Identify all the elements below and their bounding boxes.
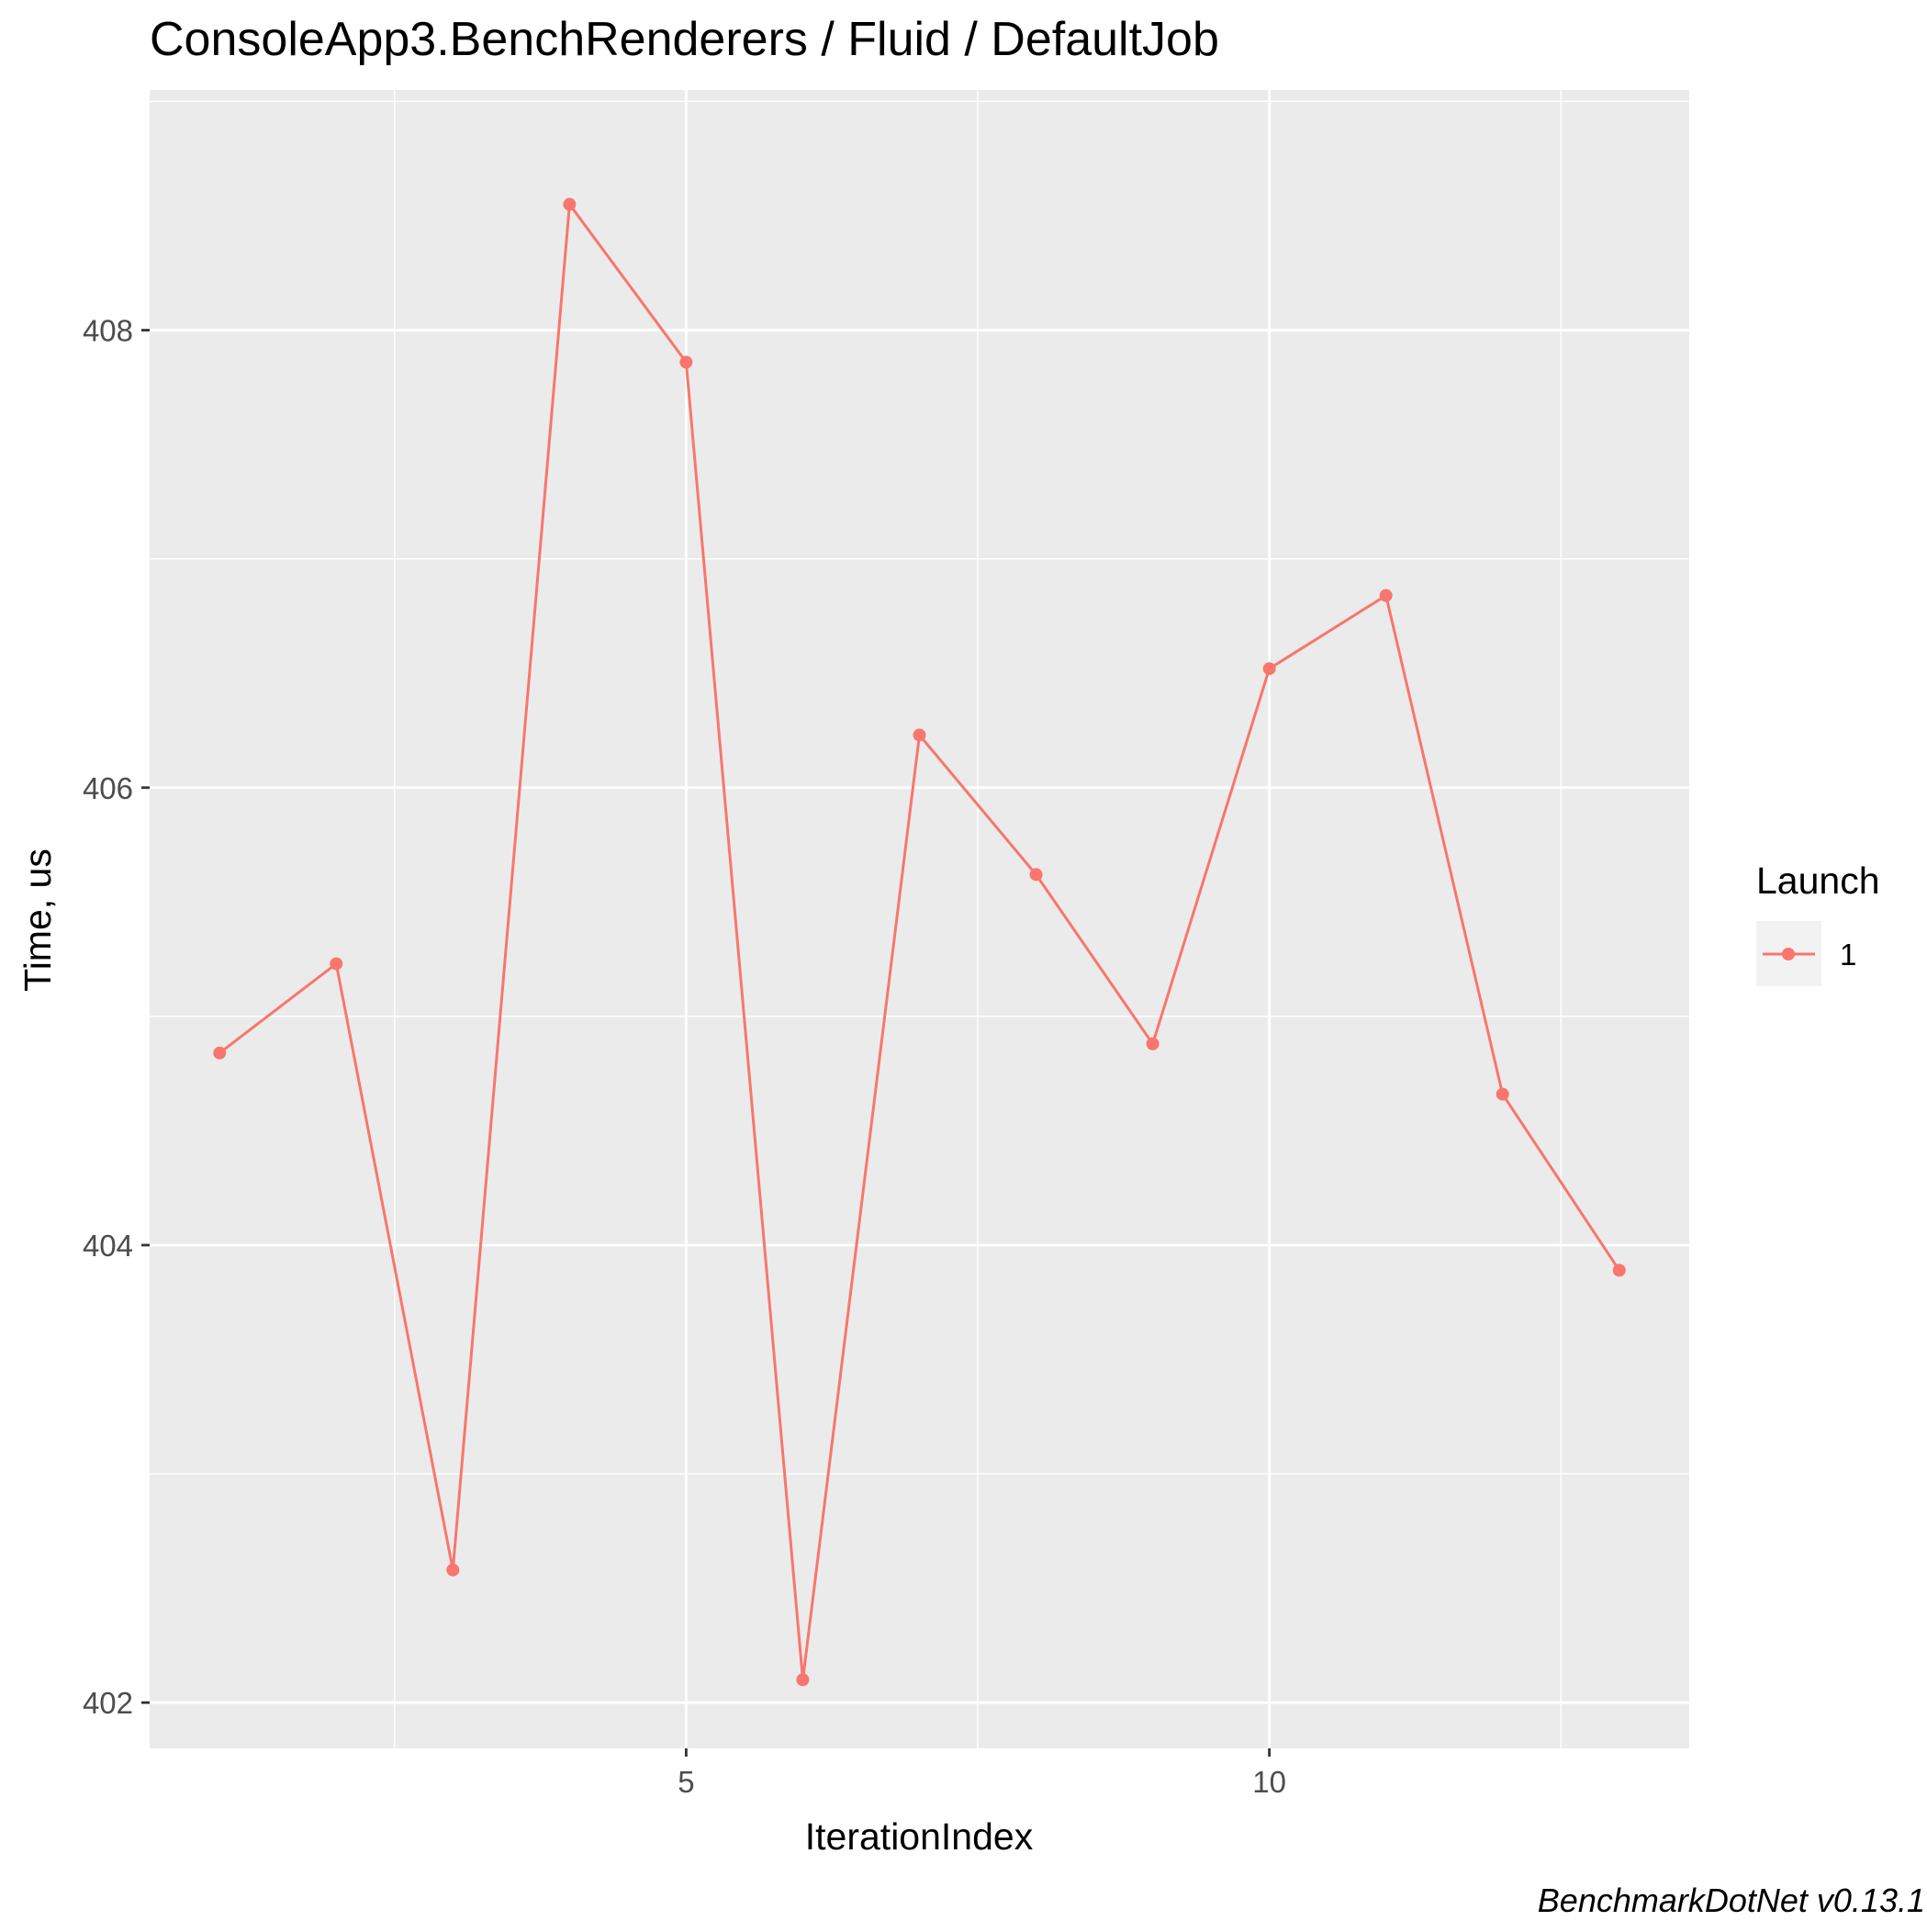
legend: Launch 1	[1756, 859, 1880, 986]
y-tick-label: 402	[83, 1686, 133, 1720]
minor-gridlines	[150, 90, 1689, 1748]
axes: 5 10 402 404 406 408	[83, 314, 1286, 1799]
data-point	[1379, 589, 1393, 602]
x-tick-label: 5	[678, 1765, 694, 1799]
y-tick-label: 404	[83, 1229, 133, 1263]
data-point	[1262, 662, 1276, 676]
legend-title: Launch	[1756, 859, 1880, 902]
data-point	[446, 1563, 460, 1577]
chart-caption: BenchmarkDotNet v0.13.1	[1538, 1881, 1925, 1919]
data-point	[213, 1046, 227, 1060]
y-tick-label: 408	[83, 314, 133, 348]
plot-panel	[150, 90, 1689, 1748]
data-point	[913, 728, 926, 742]
chart-title: ConsoleApp3.BenchRenderers / Fluid / Def…	[150, 13, 1219, 66]
x-axis-title: IterationIndex	[805, 1815, 1034, 1858]
data-point	[563, 197, 577, 211]
series-layer	[213, 197, 1626, 1687]
legend-label-1: 1	[1840, 938, 1856, 972]
y-axis-title: Time, us	[17, 848, 59, 992]
data-point	[1496, 1087, 1509, 1101]
data-point	[679, 355, 693, 369]
x-tick-label: 10	[1252, 1765, 1286, 1799]
y-tick-label: 406	[83, 771, 133, 805]
data-point	[796, 1673, 810, 1687]
legend-key-point	[1782, 948, 1795, 960]
data-point	[1029, 868, 1043, 882]
data-point	[330, 957, 343, 971]
data-point	[1612, 1264, 1626, 1277]
data-point	[1146, 1037, 1160, 1050]
